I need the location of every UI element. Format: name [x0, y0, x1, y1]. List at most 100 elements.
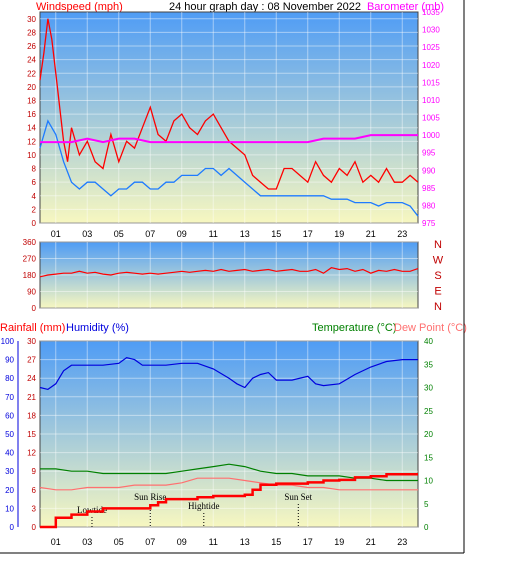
y-tick-label: 1030	[422, 26, 440, 35]
x-tick-label: 19	[334, 537, 344, 547]
y-tick-label: 5	[424, 500, 429, 509]
x-tick-label: 09	[177, 537, 187, 547]
compass-label: N	[434, 239, 442, 251]
x-tick-label: 21	[366, 229, 376, 239]
y-tick-label: 16	[27, 110, 36, 119]
y-tick-label: 12	[27, 137, 36, 146]
y-tick-label: 35	[424, 360, 433, 369]
direction-series	[39, 267, 419, 278]
x-tick-label: 01	[51, 229, 61, 239]
y-tick-label: 22	[27, 69, 36, 78]
direction-plot-area	[39, 241, 419, 309]
humidity-axis-title: Humidity (%)	[66, 322, 129, 334]
temperature-tick-labels: 0 5 10 15 20 25 30 35 40	[424, 337, 433, 532]
x-tick-label: 13	[240, 229, 250, 239]
barometer-line	[40, 134, 418, 144]
y-tick-label: 8	[32, 165, 37, 174]
y-tick-label: 0	[32, 304, 37, 313]
y-tick-label: 2	[32, 205, 37, 214]
y-tick-label: 90	[5, 356, 14, 365]
y-tick-label: 990	[422, 166, 436, 175]
x-tick-label: 03	[82, 537, 92, 547]
wind-series	[39, 18, 419, 217]
annotation-label: Sun Rise	[134, 492, 166, 502]
y-tick-label: 4	[32, 192, 37, 201]
y-tick-label: 80	[5, 374, 14, 383]
x-tick-label: 17	[303, 229, 313, 239]
humidity-line	[39, 357, 418, 391]
y-tick-label: 24	[27, 374, 36, 383]
direction-tick-labels: 0 90 180 270 360	[23, 238, 37, 313]
y-tick-label: 90	[27, 288, 36, 297]
x-tick-label: 15	[271, 537, 281, 547]
y-tick-label: 25	[424, 407, 433, 416]
y-tick-label: 20	[5, 486, 14, 495]
y-tick-label: 0	[32, 523, 37, 532]
x-tick-label: 07	[145, 229, 155, 239]
y-tick-label: 1005	[422, 114, 440, 123]
y-tick-label: 50	[5, 430, 14, 439]
y-tick-label: 980	[422, 201, 436, 210]
y-tick-label: 30	[5, 467, 14, 476]
annotation-label: Hightide	[188, 501, 220, 511]
annotation-label: Sun Set	[284, 492, 312, 502]
x-tick-label: 09	[177, 229, 187, 239]
y-tick-label: 60	[5, 411, 14, 420]
compass-label: S	[434, 270, 441, 282]
dewpoint-axis-title: Dew Point (°C)	[394, 322, 467, 334]
y-tick-label: 18	[27, 96, 36, 105]
rainfall-axis-title: Rainfall (mm)	[0, 322, 65, 334]
y-tick-label: 15	[424, 453, 433, 462]
x-tick-label: 05	[114, 537, 124, 547]
y-tick-label: 18	[27, 411, 36, 420]
compass-label: N	[434, 301, 442, 313]
compass-label: W	[433, 255, 444, 267]
x-tick-label: 15	[271, 229, 281, 239]
x-tick-label: 03	[82, 229, 92, 239]
rainfall-line	[40, 473, 418, 529]
y-tick-label: 985	[422, 184, 436, 193]
y-tick-label: 9	[32, 467, 37, 476]
x-tick-label: 19	[334, 229, 344, 239]
y-tick-label: 180	[23, 271, 37, 280]
y-tick-label: 0	[32, 219, 37, 228]
y-tick-label: 0	[424, 523, 429, 532]
y-tick-label: 1025	[422, 43, 440, 52]
y-tick-label: 6	[32, 178, 37, 187]
y-tick-label: 20	[27, 83, 36, 92]
barometer-tick-labels: 975 980 985 990 995 1000 1005 1010 1015 1020 1025 1…	[422, 8, 440, 228]
dewpoint-line	[39, 477, 418, 491]
climate-time-tick-labels: 01 03 05 07 09 11 13 15 17 19 21 23	[51, 537, 408, 547]
y-tick-label: 1020	[422, 61, 440, 70]
y-tick-label: 27	[27, 356, 36, 365]
y-tick-label: 10	[424, 477, 433, 486]
x-tick-label: 23	[397, 229, 407, 239]
compass-label: E	[434, 286, 441, 298]
y-tick-label: 24	[27, 56, 36, 65]
y-tick-label: 70	[5, 393, 14, 402]
temperature-axis-title: Temperature (°C)	[312, 322, 396, 334]
y-tick-label: 28	[27, 28, 36, 37]
humidity-tick-labels: 0 10 20 30 40 50 60 70 80 90 100	[1, 337, 19, 532]
y-tick-label: 360	[23, 238, 37, 247]
y-tick-label: 30	[424, 384, 433, 393]
windspeed-axis-title: Windspeed (mph)	[36, 1, 123, 13]
climate-series	[39, 357, 418, 529]
wind-gridlines	[40, 12, 418, 224]
y-tick-label: 40	[5, 449, 14, 458]
y-tick-label: 1015	[422, 78, 440, 87]
y-tick-label: 1000	[422, 131, 440, 140]
direction-line	[39, 267, 419, 278]
wind-time-tick-labels: 01 03 05 07 09 11 13 15 17 19 21 23	[51, 229, 408, 239]
barometer-axis-title: Barometer (mb)	[367, 1, 444, 13]
y-tick-label: 3	[32, 504, 37, 513]
wind-plot-area	[39, 11, 419, 224]
y-tick-label: 270	[23, 255, 37, 264]
y-tick-label: 20	[424, 430, 433, 439]
y-tick-label: 0	[10, 523, 15, 532]
y-tick-label: 30	[27, 337, 36, 346]
y-tick-label: 10	[5, 504, 14, 513]
